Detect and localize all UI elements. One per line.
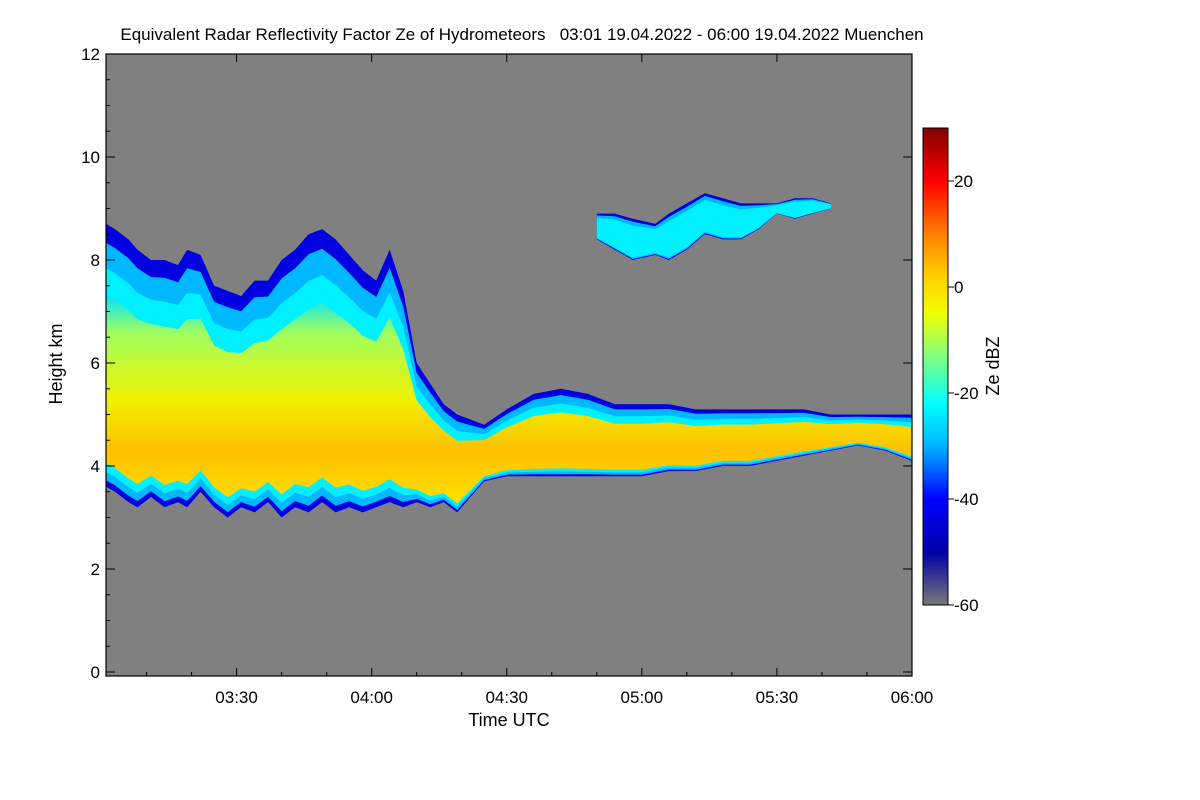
x-tick-label: 05:30 bbox=[756, 688, 799, 707]
plot-frame bbox=[105, 53, 913, 677]
colorbar bbox=[922, 127, 949, 606]
y-tick-label: 12 bbox=[81, 45, 100, 64]
y-tick-label: 0 bbox=[91, 663, 100, 682]
x-tick-label: 03:30 bbox=[215, 688, 258, 707]
x-tick-label: 04:30 bbox=[485, 688, 528, 707]
x-axis-ticks: 03:30 04:00 04:30 05:00 05:30 06:00 bbox=[146, 54, 934, 707]
chart-title: Equivalent Radar Reflectivity Factor Ze … bbox=[120, 25, 923, 44]
y-axis-label: Height km bbox=[46, 323, 66, 404]
y-tick-label: 6 bbox=[91, 354, 100, 373]
y-tick-label: 10 bbox=[81, 148, 100, 167]
echo-layers bbox=[106, 193, 912, 518]
y-tick-label: 4 bbox=[91, 457, 100, 476]
x-tick-label: 06:00 bbox=[891, 688, 934, 707]
echo-core-1 bbox=[106, 294, 912, 504]
y-tick-label: 2 bbox=[91, 560, 100, 579]
colorbar-tick-label: -40 bbox=[954, 490, 979, 509]
colorbar-tick-label: -60 bbox=[954, 596, 979, 615]
colorbar-tick-label: -20 bbox=[954, 384, 979, 403]
x-tick-label: 04:00 bbox=[350, 688, 393, 707]
y-tick-label: 8 bbox=[91, 251, 100, 270]
x-tick-label: 05:00 bbox=[621, 688, 664, 707]
y-axis-ticks: 0 2 4 6 8 10 12 bbox=[81, 45, 912, 682]
colorbar-ticks: 20 0 -20 -40 -60 bbox=[948, 172, 979, 615]
x-axis-label: Time UTC bbox=[468, 710, 549, 730]
colorbar-label: Ze dBZ bbox=[983, 336, 1003, 395]
colorbar-tick-label: 0 bbox=[954, 278, 963, 297]
echo-mid-2 bbox=[596, 200, 831, 258]
colorbar-tick-label: 20 bbox=[954, 172, 973, 191]
